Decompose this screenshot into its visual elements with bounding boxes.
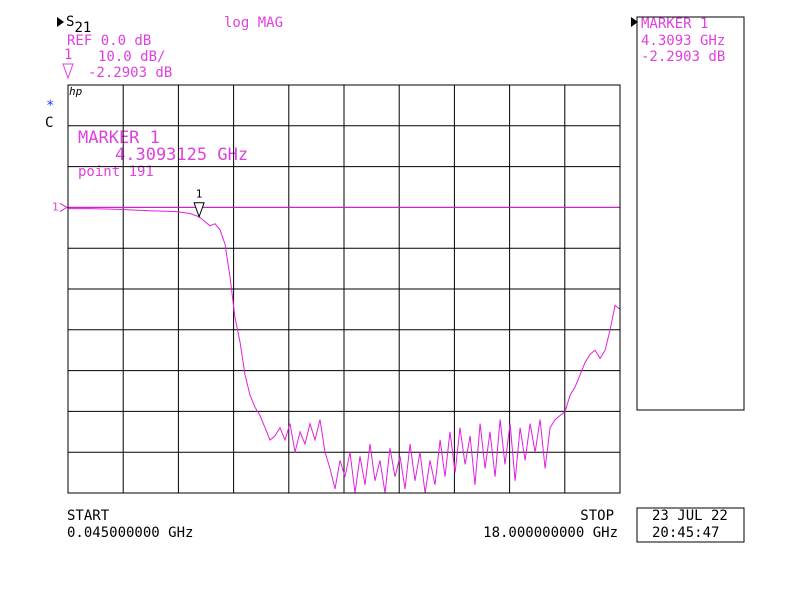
side-value: -2.2903 dB: [641, 49, 725, 65]
side-freq: 4.3093 GHz: [641, 33, 725, 49]
coupling: C: [45, 115, 53, 131]
parameter-sub: 21: [74, 20, 91, 36]
date-box: [636, 507, 745, 543]
start: 0.045000000 GHz: [67, 525, 193, 541]
format: log MAG: [224, 15, 283, 31]
plot-frame: [67, 84, 621, 494]
marker-title: MARKER 1: [78, 128, 160, 148]
marker-label: 1: [196, 188, 203, 201]
stop-label: STOP: [580, 508, 614, 524]
stop: 18.000000000 GHz: [483, 525, 618, 541]
channel: 1: [64, 47, 72, 63]
parameter-main: S: [66, 14, 74, 30]
time: 20:45:47: [652, 525, 719, 541]
active-indicator: [57, 17, 64, 27]
marker-point: point 191: [78, 164, 154, 180]
trace: [68, 208, 621, 494]
scale: 10.0 dB/: [98, 49, 165, 65]
star: *: [46, 98, 54, 114]
side-indicator: [631, 17, 638, 27]
logo: hp: [69, 85, 83, 98]
date: 23 JUL 22: [652, 508, 728, 524]
side-title: MARKER 1: [641, 16, 708, 32]
start-label: START: [67, 508, 110, 524]
reference-arrow: [59, 202, 69, 212]
reference-label: 1: [52, 200, 59, 213]
marker: [193, 202, 205, 219]
side-box: [636, 16, 745, 411]
parameter: S21: [66, 14, 91, 36]
ref-text: REF 0.0 dB: [67, 33, 151, 49]
readout: -2.2903 dB: [88, 65, 172, 81]
marker-symbol: [62, 63, 74, 80]
marker-freq: 4.3093125 GHz: [115, 145, 248, 165]
